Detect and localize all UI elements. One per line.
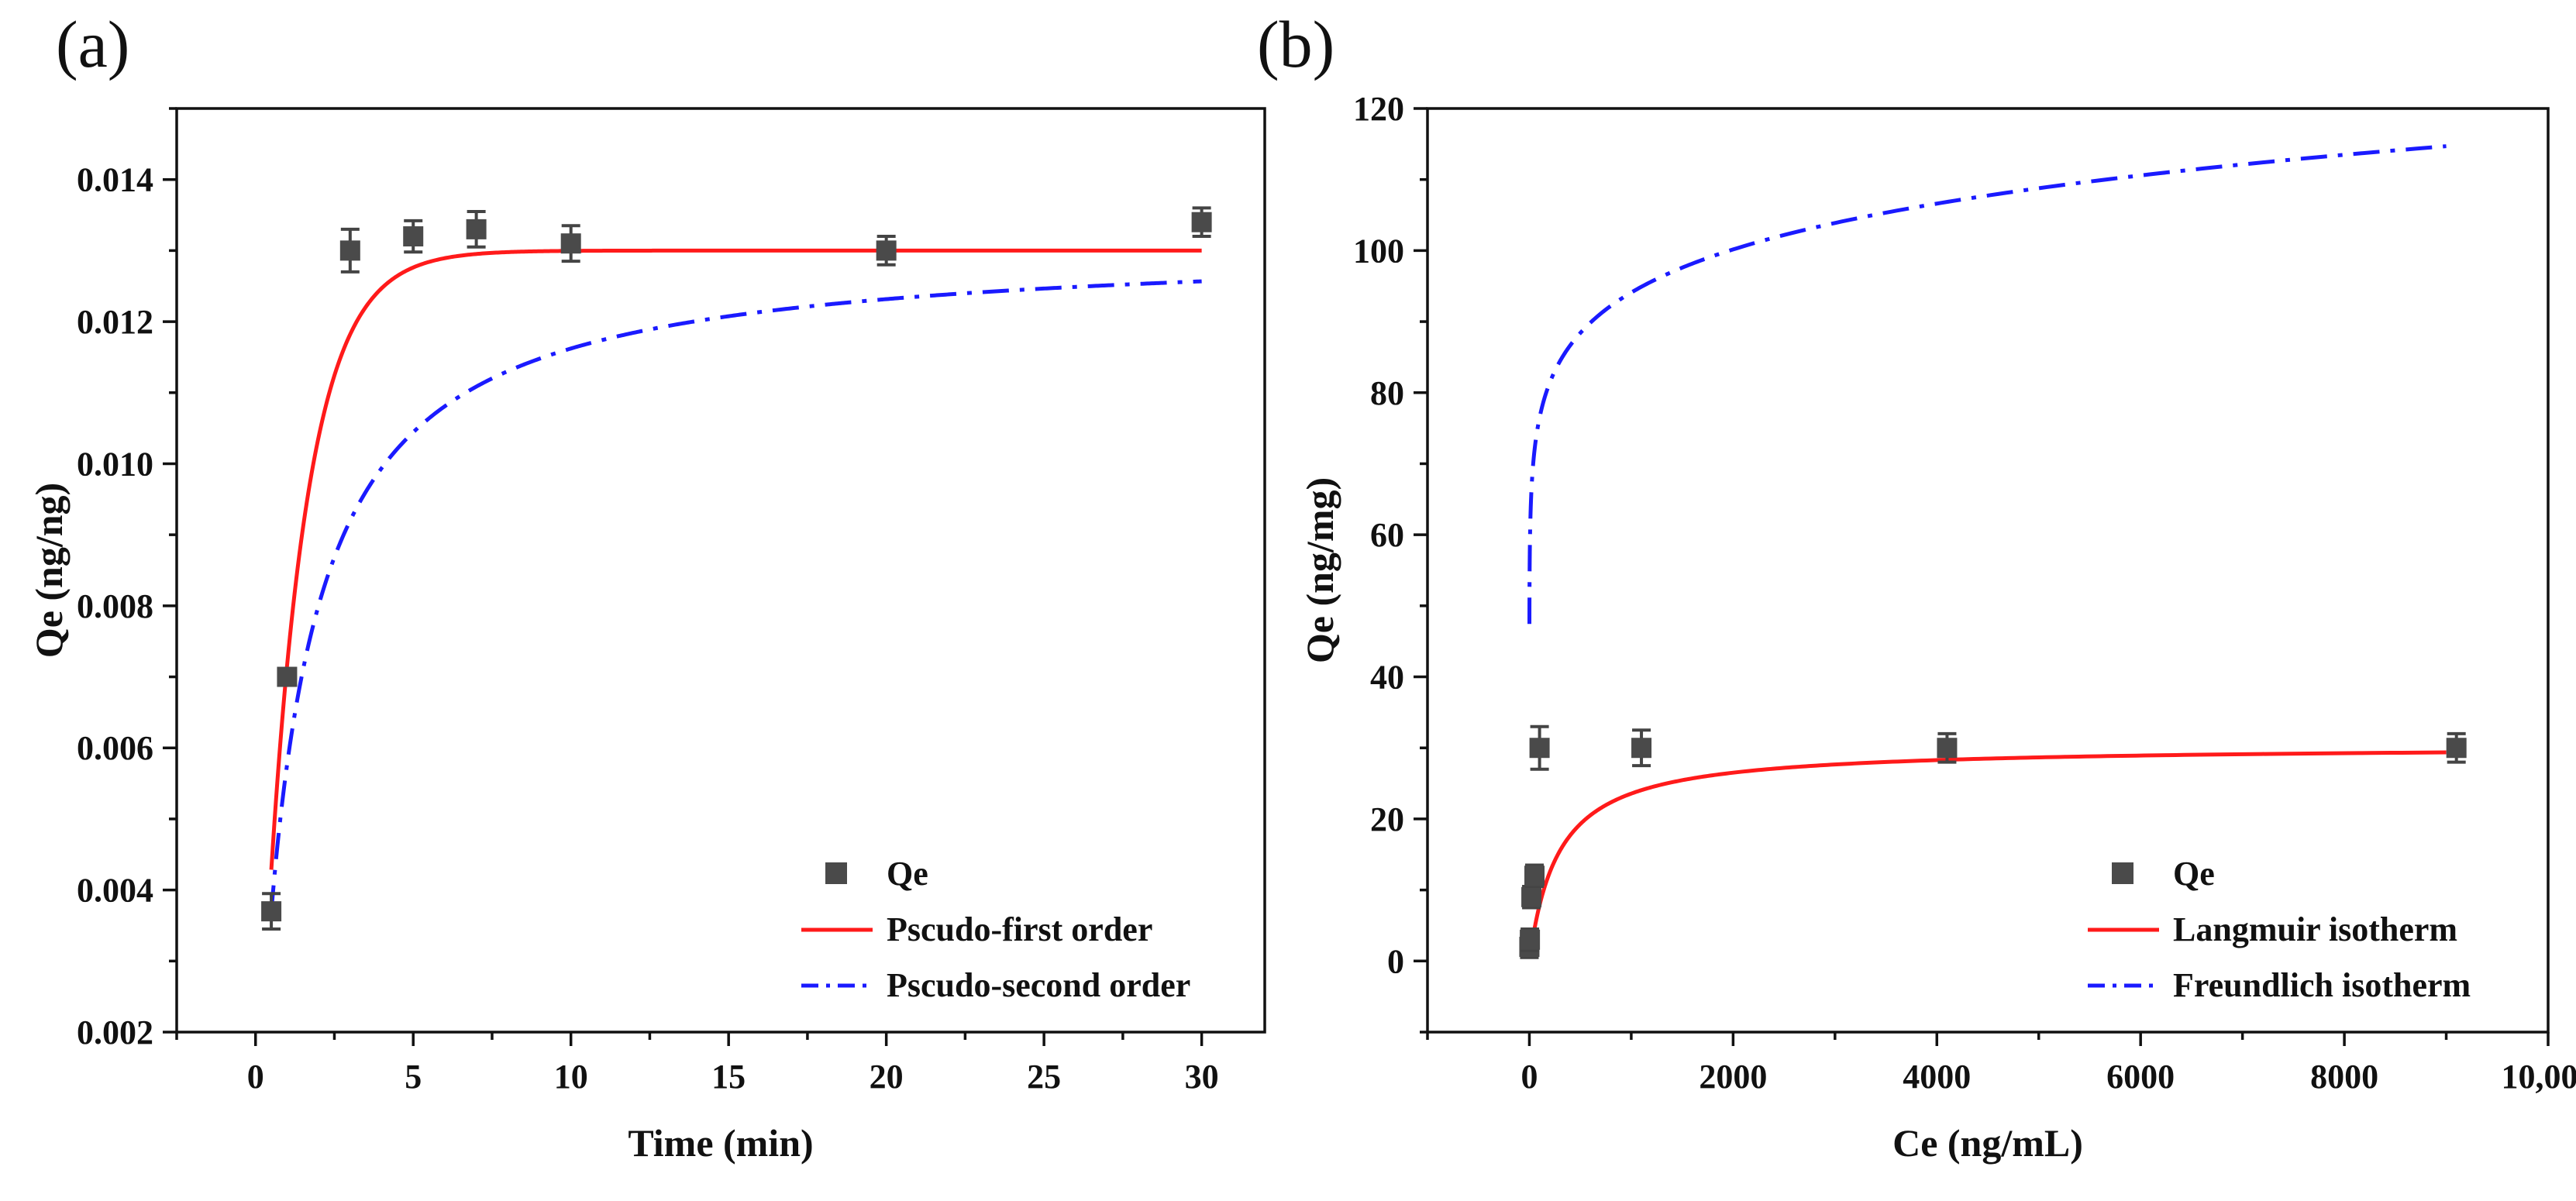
x-tick-label: 4000 <box>1903 1058 1971 1096</box>
data-point <box>277 666 298 687</box>
data-point <box>560 233 581 254</box>
legend: Qe Langmuir isotherm Freundlich isotherm <box>2088 855 2471 1004</box>
y-tick-label: 0 <box>1387 942 1404 980</box>
x-tick-label: 15 <box>711 1058 746 1096</box>
data-point <box>876 240 897 261</box>
data-point <box>1520 929 1541 950</box>
y-tick-label: 0.004 <box>77 872 153 910</box>
x-tick-label: 10 <box>554 1058 588 1096</box>
data-point <box>466 219 487 239</box>
data-point <box>1524 865 1545 886</box>
curve-second_order <box>269 279 1202 912</box>
data-point <box>1631 738 1652 759</box>
x-tick-label: 5 <box>405 1058 422 1096</box>
y-tick-label: 100 <box>1353 232 1404 270</box>
data-point <box>261 901 282 922</box>
legend-label-freundlich: Freundlich isotherm <box>2173 966 2471 1004</box>
y-tick-label: 40 <box>1370 659 1404 697</box>
y-tick-label: 60 <box>1370 516 1404 554</box>
x-axis-title: Time (min) <box>628 1121 813 1165</box>
panel-label: (a) <box>56 7 129 81</box>
data-point <box>1191 212 1212 232</box>
x-tick-label: 30 <box>1185 1058 1219 1096</box>
panel-a: (a) 0 5 10 15 20 25 30 0.002 0.004 0.006 0.008 0.010… <box>27 7 1266 1165</box>
data-point <box>2446 738 2467 759</box>
panel-label: (b) <box>1257 7 1334 81</box>
x-tick-label: 2000 <box>1699 1058 1767 1096</box>
y-tick-label: 0.002 <box>77 1013 153 1051</box>
x-axis-title: Ce (ng/mL) <box>1892 1121 2083 1165</box>
plot-frame <box>175 107 1266 1034</box>
y-tick-label: 20 <box>1370 800 1404 838</box>
x-tick-label: 20 <box>870 1058 904 1096</box>
panel-b: (b) 0 2000 4000 6000 8000 10,000 0 20 40 60 80 100 12… <box>1257 7 2576 1165</box>
legend-label-langmuir: Langmuir isotherm <box>2173 910 2457 948</box>
y-tick-label: 80 <box>1370 374 1404 412</box>
x-tick-label: 25 <box>1027 1058 1061 1096</box>
legend-marker-qe <box>2112 862 2133 884</box>
legend-marker-qe <box>825 862 847 884</box>
y-tick-label: 0.012 <box>77 303 153 341</box>
legend-label-second_order: Pscudo-second order <box>887 966 1190 1004</box>
data-point <box>339 240 360 261</box>
x-tick-label: 0 <box>1520 1058 1538 1096</box>
y-axis-title: Qe (ng/ng) <box>27 483 71 658</box>
y-tick-label: 0.010 <box>77 445 153 483</box>
y-axis-title: Qe (ng/mg) <box>1298 477 1341 663</box>
data-point <box>403 226 424 247</box>
curve-first_order <box>269 248 1202 870</box>
plot-frame <box>1426 107 2550 1034</box>
y-tick-label: 0.008 <box>77 587 153 625</box>
data-point <box>1937 738 1958 759</box>
data-point <box>1529 738 1550 759</box>
x-tick-label: 8000 <box>2310 1058 2378 1096</box>
y-tick-label: 0.014 <box>77 161 153 199</box>
x-tick-label: 6000 <box>2106 1058 2175 1096</box>
x-tick-label: 0 <box>247 1058 264 1096</box>
y-tick-label: 0.006 <box>77 729 153 767</box>
legend-label-qe: Qe <box>887 855 928 893</box>
x-tick-label: 10,000 <box>2502 1058 2576 1096</box>
legend-label-qe: Qe <box>2173 855 2215 893</box>
y-tick-label: 120 <box>1353 90 1404 128</box>
data-point <box>1521 886 1542 907</box>
legend-label-first_order: Pscudo-first order <box>887 910 1152 948</box>
legend: Qe Pscudo-first order Pscudo-second order <box>801 855 1190 1004</box>
curve-freundlich <box>1527 144 2447 625</box>
